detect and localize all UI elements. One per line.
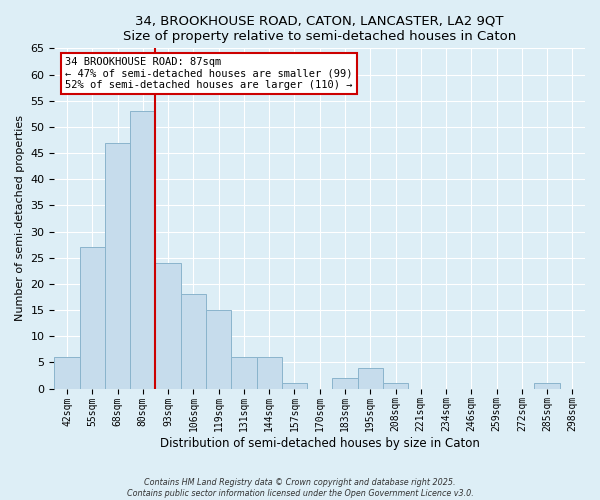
Bar <box>383 384 408 388</box>
Bar <box>80 247 105 388</box>
Text: Contains HM Land Registry data © Crown copyright and database right 2025.
Contai: Contains HM Land Registry data © Crown c… <box>127 478 473 498</box>
Bar <box>282 384 307 388</box>
Bar <box>55 357 80 388</box>
Bar <box>155 263 181 388</box>
Bar <box>181 294 206 388</box>
Y-axis label: Number of semi-detached properties: Number of semi-detached properties <box>15 116 25 322</box>
Bar <box>257 357 282 388</box>
Bar <box>105 142 130 388</box>
Bar <box>231 357 257 388</box>
Bar <box>130 111 155 388</box>
X-axis label: Distribution of semi-detached houses by size in Caton: Distribution of semi-detached houses by … <box>160 437 479 450</box>
Bar <box>332 378 358 388</box>
Title: 34, BROOKHOUSE ROAD, CATON, LANCASTER, LA2 9QT
Size of property relative to semi: 34, BROOKHOUSE ROAD, CATON, LANCASTER, L… <box>123 15 517 43</box>
Bar <box>535 384 560 388</box>
Bar <box>206 310 231 388</box>
Bar <box>358 368 383 388</box>
Text: 34 BROOKHOUSE ROAD: 87sqm
← 47% of semi-detached houses are smaller (99)
52% of : 34 BROOKHOUSE ROAD: 87sqm ← 47% of semi-… <box>65 57 353 90</box>
